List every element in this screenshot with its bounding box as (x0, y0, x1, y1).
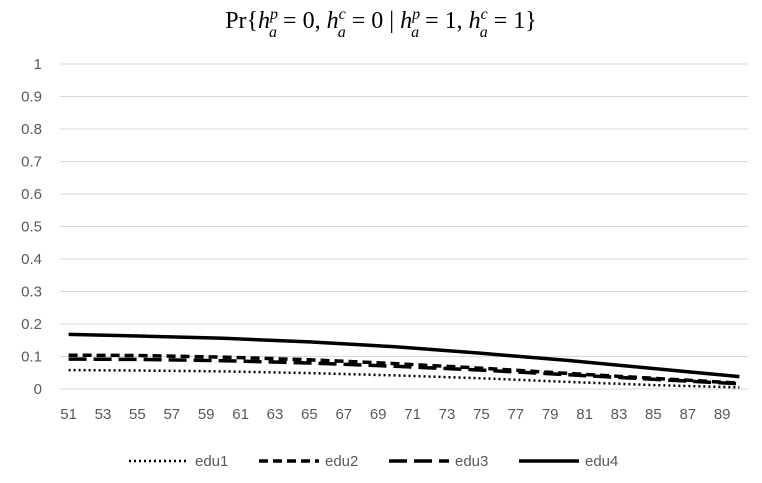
y-tick-label: 0.5 (21, 219, 42, 236)
x-tick-label: 63 (267, 406, 284, 423)
y-tick-label: 0.6 (21, 186, 42, 203)
series-line-edu2 (68, 353, 740, 385)
x-tick-label: 57 (163, 406, 180, 423)
x-tick-label: 77 (507, 406, 524, 423)
x-tick-label: 75 (473, 406, 490, 423)
legend: edu1 edu2 edu3 edu4 (129, 453, 618, 470)
x-tick-label: 87 (679, 406, 696, 423)
y-tick-label: 0.2 (21, 316, 42, 333)
legend-label-edu2: edu2 (325, 453, 358, 470)
x-tick-label: 71 (404, 406, 421, 423)
y-tick-label: 0.1 (21, 349, 42, 366)
x-tick-label: 55 (129, 406, 146, 423)
x-tick-label: 89 (714, 406, 731, 423)
x-tick-label: 73 (439, 406, 456, 423)
x-tick-label: 81 (576, 406, 593, 423)
x-tick-label: 59 (198, 406, 215, 423)
x-tick-label: 79 (542, 406, 559, 423)
series-line-edu3 (68, 357, 740, 386)
y-tick-label: 0.4 (21, 251, 42, 268)
legend-label-edu3: edu3 (455, 453, 488, 470)
chart-title: Pr{hp a = 0, hc a = 0 | hp a = 1, hc a = 1} (225, 6, 537, 41)
x-tick-label: 83 (611, 406, 628, 423)
y-tick-label: 1 (34, 56, 42, 73)
legend-label-edu4: edu4 (585, 453, 618, 470)
y-tick-label: 0.8 (21, 121, 42, 138)
x-tick-label: 69 (370, 406, 387, 423)
legend-label-edu1: edu1 (195, 453, 228, 470)
x-tick-label: 65 (301, 406, 318, 423)
x-tick-label: 53 (95, 406, 112, 423)
x-tick-label: 51 (60, 406, 77, 423)
x-tick-label: 61 (232, 406, 249, 423)
x-axis: 51 53 55 57 59 61 63 65 67 69 71 73 75 77 79 81 83 85 87 89 (60, 406, 730, 423)
series-lines (68, 332, 740, 389)
y-tick-label: 0.3 (21, 284, 42, 301)
y-tick-label: 0.7 (21, 154, 42, 171)
series-line-edu1 (68, 368, 740, 389)
x-tick-label: 67 (335, 406, 352, 423)
series-line-edu4 (68, 332, 740, 379)
y-tick-label: 0 (34, 381, 42, 398)
x-tick-label: 85 (645, 406, 662, 423)
y-tick-label: 0.9 (21, 89, 42, 106)
gridlines (60, 63, 748, 390)
y-axis: 0 0.1 0.2 0.3 0.4 0.5 0.6 0.7 0.8 0.9 1 (21, 56, 42, 398)
